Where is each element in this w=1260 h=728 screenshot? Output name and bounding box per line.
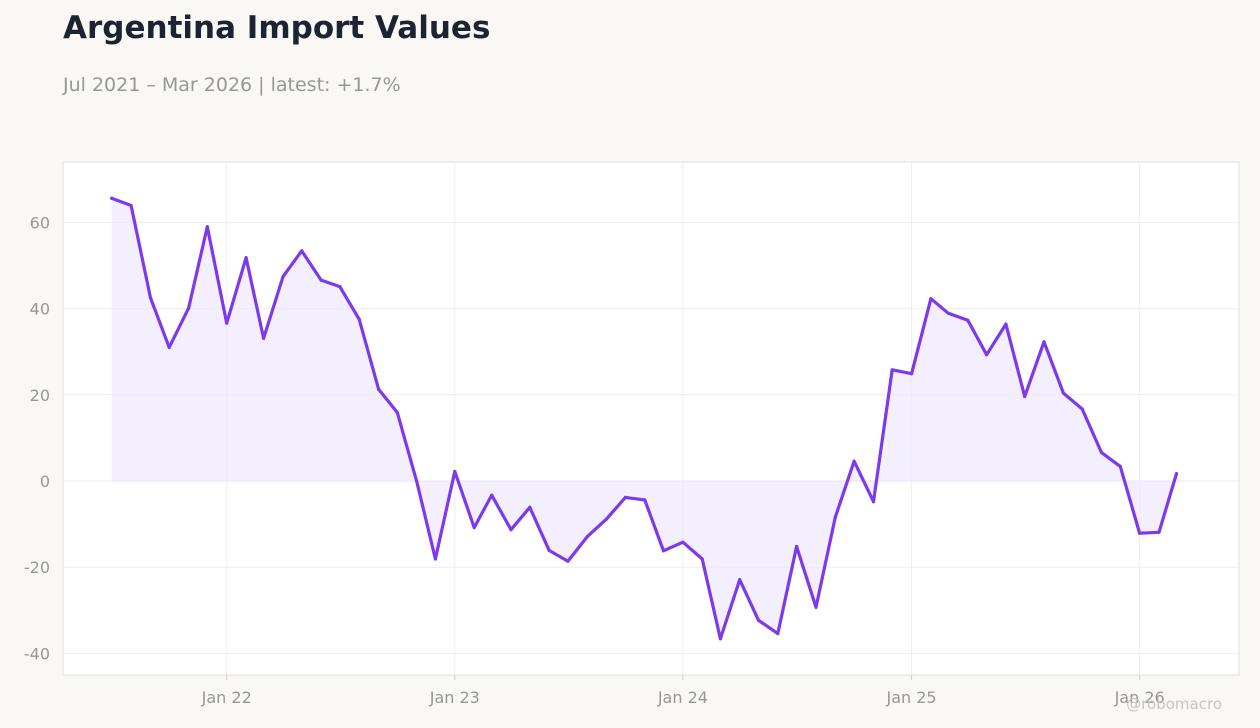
watermark: @robomacro [1126, 695, 1222, 713]
x-tick-label: Jan 23 [429, 688, 480, 707]
data-point [187, 306, 191, 310]
data-point [319, 278, 323, 282]
data-point [357, 317, 361, 321]
y-tick-label: 40 [30, 300, 50, 319]
data-point [129, 203, 133, 208]
y-tick-label: 60 [30, 213, 50, 232]
data-point [718, 637, 723, 641]
y-tick-label: 0 [40, 472, 50, 491]
data-point [814, 605, 818, 609]
chart-subtitle: Jul 2021 – Mar 2026 | latest: +1.7% [63, 74, 401, 96]
data-point [910, 372, 914, 376]
data-point [1061, 391, 1065, 395]
data-point [148, 296, 153, 300]
data-point [966, 318, 970, 322]
data-point [566, 559, 570, 563]
y-tick-label: -40 [24, 644, 50, 663]
data-point [433, 557, 437, 561]
data-point [1157, 530, 1161, 534]
data-point [985, 353, 989, 357]
y-tick-label: 20 [30, 386, 50, 405]
data-point [1138, 531, 1142, 535]
data-point [946, 311, 951, 315]
data-point [681, 540, 685, 544]
data-points [110, 196, 1179, 641]
data-point [377, 387, 381, 391]
chart-title: Argentina Import Values [63, 10, 491, 46]
data-point [1080, 407, 1084, 411]
data-point [244, 256, 248, 260]
data-point [776, 632, 780, 636]
data-point [833, 515, 837, 519]
data-point [205, 225, 209, 229]
data-point [643, 498, 647, 502]
data-point [929, 297, 933, 301]
data-point [585, 535, 589, 539]
y-axis: -40 -20 0 20 40 60 [24, 213, 50, 663]
data-point [509, 528, 513, 532]
data-point [528, 505, 532, 509]
area-fill [111, 198, 1177, 639]
data-point [890, 368, 894, 372]
data-point [1042, 340, 1046, 344]
data-point [167, 345, 171, 349]
data-point [1174, 472, 1179, 476]
data-point [700, 557, 704, 561]
data-point [395, 410, 399, 415]
data-point [281, 275, 285, 279]
data-point [661, 549, 666, 553]
data-point [472, 526, 476, 530]
data-point [453, 469, 457, 474]
data-point [605, 517, 609, 521]
data-point [871, 500, 876, 504]
data-point [110, 196, 114, 200]
data-point [795, 544, 799, 549]
data-point [623, 495, 628, 499]
data-point [262, 336, 266, 340]
data-point [1118, 464, 1122, 468]
x-tick-label: Jan 26 [1114, 688, 1165, 707]
y-tick-label: -20 [24, 558, 50, 577]
x-tick-label: Jan 25 [886, 688, 937, 707]
x-tick-label: Jan 24 [657, 688, 708, 707]
data-point [852, 459, 856, 463]
data-point [490, 493, 494, 497]
data-point [1023, 394, 1027, 399]
data-point [756, 618, 761, 622]
x-tick-label: Jan 22 [201, 688, 252, 707]
data-point [1099, 451, 1104, 455]
data-point [738, 578, 742, 582]
data-point [225, 321, 229, 325]
x-axis: Jan 22 Jan 23 Jan 24 Jan 25 Jan 26 [201, 675, 1165, 707]
data-point [338, 285, 342, 289]
data-point [1004, 322, 1008, 326]
data-point [547, 548, 551, 553]
data-point [300, 249, 304, 253]
data-point [415, 479, 419, 483]
